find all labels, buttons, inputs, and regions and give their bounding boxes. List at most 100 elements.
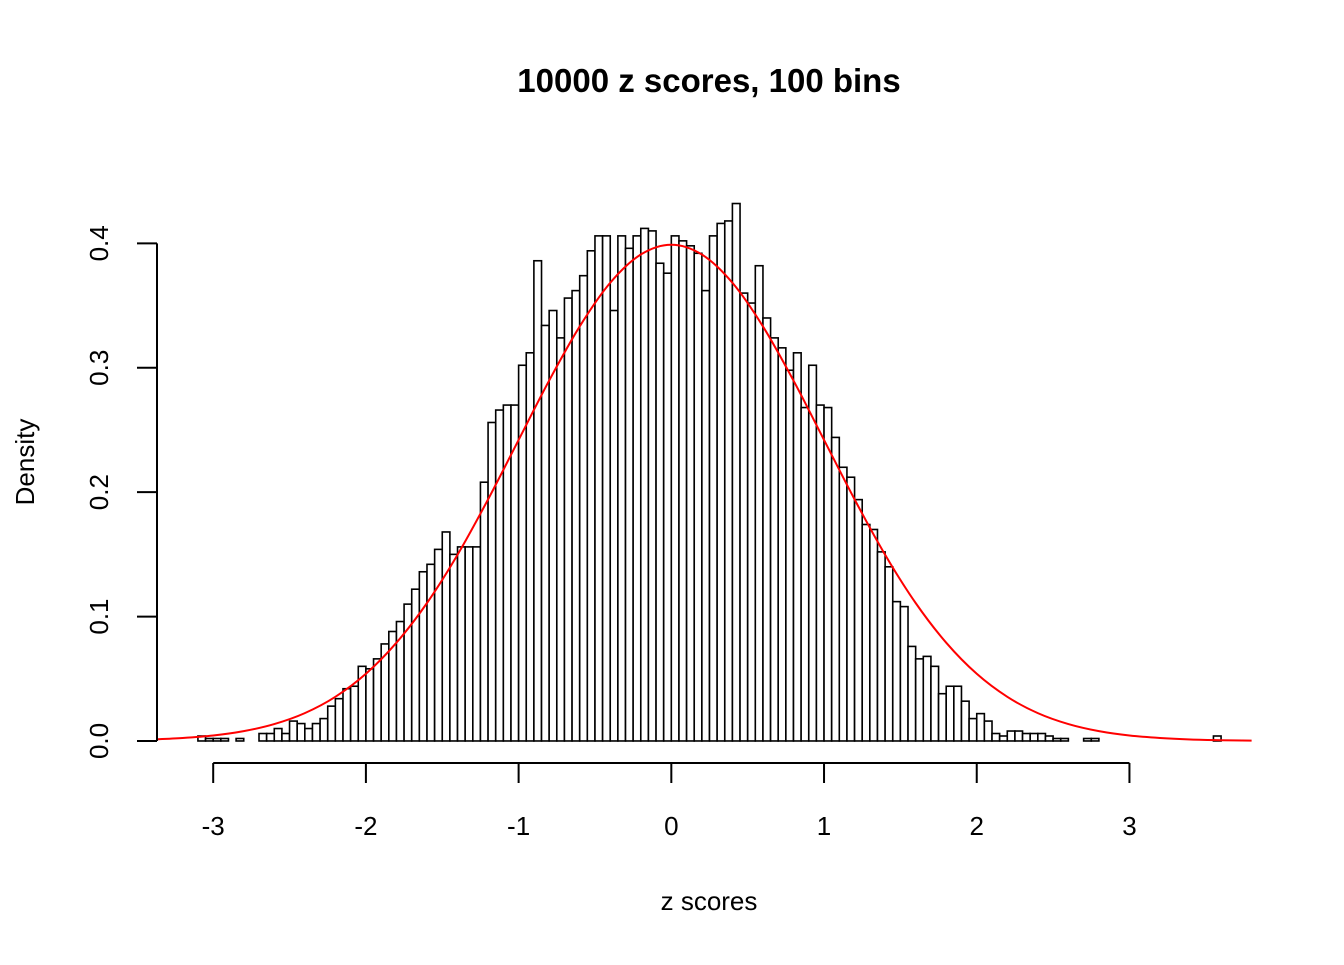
bar (1006, 730, 1016, 742)
bar (441, 531, 451, 742)
bar (555, 337, 566, 742)
bar (823, 406, 833, 742)
bar (624, 247, 634, 742)
bar (983, 720, 993, 742)
bar (647, 230, 657, 742)
bar (914, 658, 925, 742)
bar (899, 605, 909, 742)
bar (662, 272, 673, 742)
bar (701, 289, 711, 742)
bar (1037, 732, 1047, 742)
bar (487, 421, 497, 742)
bar (922, 655, 932, 742)
bar (594, 235, 604, 742)
bar (464, 546, 474, 742)
bar (739, 292, 749, 742)
bar (456, 546, 466, 742)
bar (517, 364, 528, 742)
bar (945, 685, 955, 742)
bar (792, 352, 802, 742)
x-tick-label: 1 (817, 811, 831, 841)
y-tick-label: 0.2 (84, 474, 114, 510)
bar (869, 528, 879, 742)
bar (418, 570, 428, 742)
bar (563, 297, 573, 742)
bar (846, 476, 856, 742)
x-tick-label: -2 (354, 811, 377, 841)
bar (365, 668, 375, 742)
bar (479, 481, 489, 742)
bar (769, 337, 780, 742)
bar (311, 722, 321, 742)
bar (304, 727, 314, 742)
bar (273, 727, 283, 742)
bar (876, 551, 886, 742)
bar (426, 563, 436, 742)
bar (785, 369, 795, 742)
bar (288, 720, 298, 742)
bar (907, 645, 917, 742)
bar (891, 600, 902, 742)
y-tick-label: 0.4 (84, 225, 114, 261)
bar (861, 523, 871, 742)
bar (494, 409, 505, 742)
bar (708, 235, 718, 742)
x-tick-label: 0 (664, 811, 678, 841)
bar (723, 220, 734, 742)
bar (746, 302, 757, 742)
bar (609, 309, 619, 742)
bar (1090, 737, 1100, 742)
bar (433, 548, 444, 742)
bar (472, 546, 482, 742)
bar (1044, 735, 1054, 742)
bar (670, 235, 680, 742)
chart-title: 10000 z scores, 100 bins (517, 62, 900, 99)
bar (830, 436, 841, 742)
bar (1014, 730, 1024, 742)
x-tick-label: 3 (1122, 811, 1136, 841)
bar (853, 498, 864, 742)
bar (991, 732, 1001, 742)
bar (930, 665, 940, 742)
y-axis-label: Density (10, 419, 40, 506)
bar (1082, 737, 1093, 742)
bar (762, 317, 772, 742)
bar (571, 289, 581, 742)
bar (235, 737, 245, 742)
bar (349, 685, 360, 742)
bar (533, 259, 543, 742)
bar (960, 700, 970, 742)
bar (258, 732, 268, 742)
bar (578, 274, 589, 742)
bar (220, 737, 230, 742)
bar (754, 264, 764, 742)
bar (1059, 737, 1070, 742)
bar (617, 235, 627, 742)
bar (204, 737, 214, 742)
bar (212, 737, 222, 742)
y-tick-label: 0.0 (84, 723, 114, 759)
bar (693, 252, 703, 742)
bar (777, 347, 787, 742)
x-tick-label: -3 (202, 811, 225, 841)
bar (685, 245, 696, 742)
bar (449, 553, 459, 742)
bar (975, 712, 986, 742)
bar (1029, 732, 1039, 742)
bar (998, 735, 1009, 742)
bar (884, 566, 894, 742)
bar (716, 222, 726, 742)
bar (342, 687, 352, 742)
density-curve (157, 243, 1252, 742)
bar (601, 235, 612, 742)
bar (953, 685, 963, 742)
bar (1021, 732, 1031, 742)
bar (838, 466, 848, 742)
bar (678, 240, 688, 742)
bar (586, 249, 596, 742)
x-tick-label: 2 (970, 811, 984, 841)
bar (334, 697, 344, 742)
bar (265, 732, 276, 742)
